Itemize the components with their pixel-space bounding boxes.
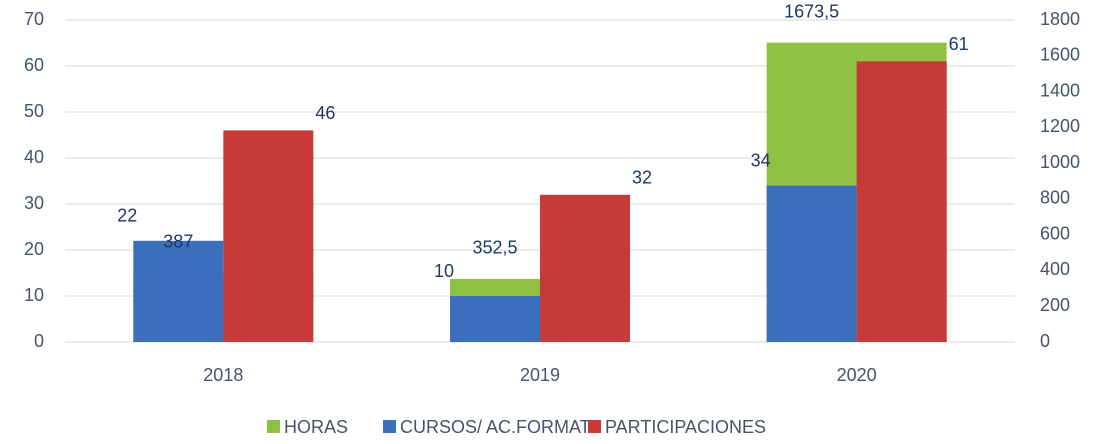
y2-tick-label: 0 xyxy=(1040,331,1050,351)
y-tick-label: 50 xyxy=(24,101,44,121)
y2-tick-label: 1400 xyxy=(1040,80,1080,100)
x-tick-label: 2020 xyxy=(837,365,877,385)
data-label: 61 xyxy=(949,34,969,54)
y2-tick-label: 1600 xyxy=(1040,45,1080,65)
y-tick-label: 20 xyxy=(24,239,44,259)
bar xyxy=(766,185,857,342)
data-label: 46 xyxy=(315,103,335,123)
y2-tick-label: 1200 xyxy=(1040,116,1080,136)
bar xyxy=(133,240,224,342)
y2-tick-label: 400 xyxy=(1040,259,1070,279)
y-tick-label: 10 xyxy=(24,285,44,305)
legend-label: PARTICIPACIONES xyxy=(605,417,766,437)
data-label: 352,5 xyxy=(472,238,517,258)
data-label: 1673,5 xyxy=(784,1,839,21)
legend-label: HORAS xyxy=(284,417,348,437)
data-label: 34 xyxy=(751,150,771,170)
legend-swatch xyxy=(383,420,396,433)
bar xyxy=(223,130,314,342)
y2-tick-label: 1800 xyxy=(1040,9,1080,29)
data-label: 22 xyxy=(117,206,137,226)
legend-swatch xyxy=(267,420,280,433)
y-tick-label: 0 xyxy=(34,331,44,351)
y-tick-label: 40 xyxy=(24,147,44,167)
y-tick-label: 30 xyxy=(24,193,44,213)
y2-tick-label: 200 xyxy=(1040,295,1070,315)
bar xyxy=(540,194,630,342)
y-tick-label: 70 xyxy=(24,9,44,29)
data-label: 387 xyxy=(163,232,193,252)
data-label: 10 xyxy=(434,261,454,281)
x-tick-label: 2019 xyxy=(520,365,560,385)
y-tick-label: 60 xyxy=(24,55,44,75)
y2-tick-label: 1000 xyxy=(1040,152,1080,172)
y2-tick-label: 800 xyxy=(1040,188,1070,208)
data-label: 32 xyxy=(632,168,652,188)
bar xyxy=(856,61,947,343)
x-tick-label: 2018 xyxy=(203,365,243,385)
legend-swatch xyxy=(588,420,601,433)
legend-label: CURSOS/ AC.FORMAT xyxy=(400,417,591,437)
y2-tick-label: 600 xyxy=(1040,223,1070,243)
bar xyxy=(450,296,540,342)
